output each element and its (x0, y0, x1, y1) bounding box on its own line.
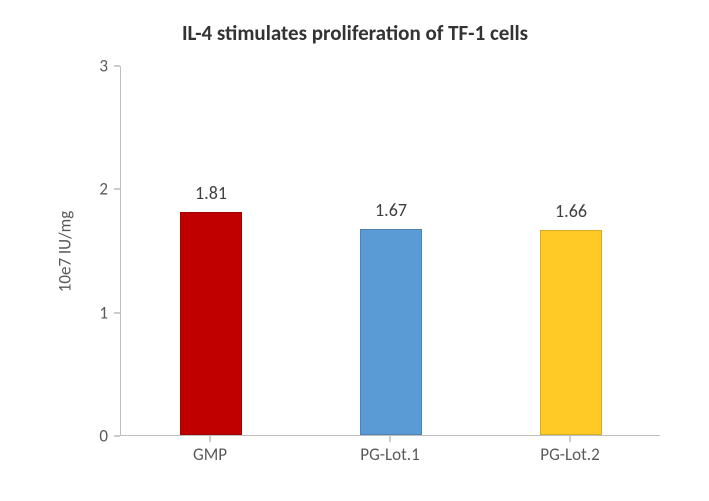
bar-value-label: 1.66 (555, 200, 587, 222)
y-tick-label: 0 (99, 426, 114, 447)
y-tick: 2 (99, 179, 120, 200)
y-tick: 3 (99, 56, 120, 77)
y-axis-label-wrap: 10e7 IU/mg (50, 66, 80, 436)
x-tick-mark (570, 436, 571, 442)
x-tick-mark (210, 436, 211, 442)
plot-area: 1.81 1.67 1.66 (120, 66, 660, 436)
y-tick-label: 1 (99, 302, 114, 323)
chart-title: IL-4 stimulates proliferation of TF-1 ce… (50, 20, 660, 46)
x-tick-label: PG-Lot.2 (540, 444, 599, 465)
bar-value-label: 1.81 (195, 182, 227, 204)
bar-value-label: 1.67 (375, 199, 407, 221)
x-axis: GMP PG-Lot.1 PG-Lot.2 (120, 436, 660, 466)
bar (180, 212, 242, 435)
y-tick: 0 (99, 426, 120, 447)
y-tick-label: 2 (99, 179, 114, 200)
x-tick-mark (390, 436, 391, 442)
x-tick-label: GMP (193, 444, 227, 465)
x-tick-label: PG-Lot.1 (360, 444, 419, 465)
y-tick: 1 (99, 302, 120, 323)
bar (540, 230, 602, 435)
bar (360, 229, 422, 435)
plot-wrapper: 10e7 IU/mg 0123 1.811.671.66 (50, 66, 660, 436)
y-axis: 0123 (80, 66, 120, 436)
chart-container: IL-4 stimulates proliferation of TF-1 ce… (50, 20, 660, 480)
y-axis-label: 10e7 IU/mg (55, 210, 76, 292)
y-tick-label: 3 (99, 56, 114, 77)
